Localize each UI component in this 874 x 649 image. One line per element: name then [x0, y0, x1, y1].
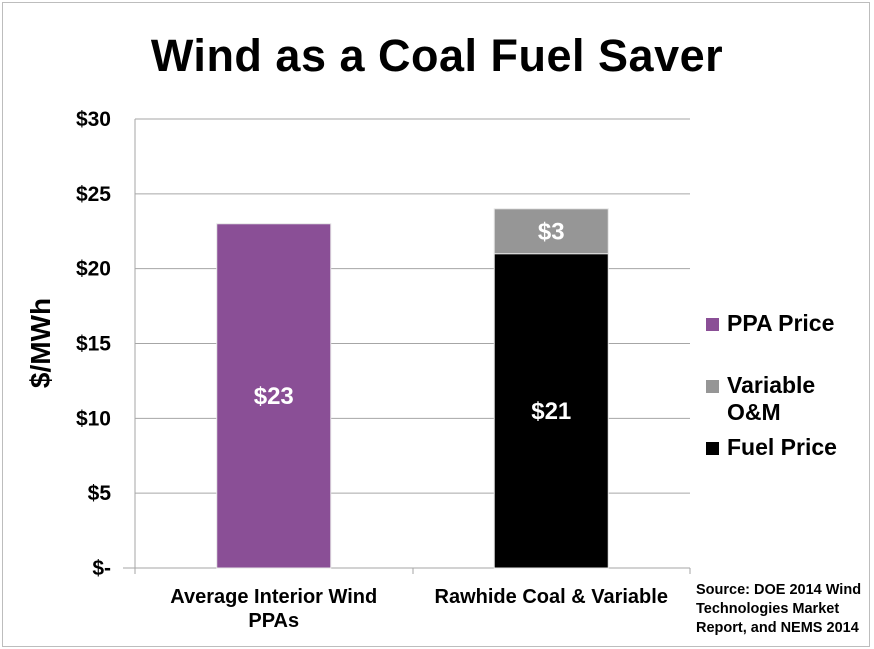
- legend-item-ppa-price: PPA Price: [706, 310, 857, 337]
- y-tick-label: $25: [76, 183, 111, 206]
- data-label: $23: [254, 383, 294, 410]
- y-axis-label: $/MWh: [25, 298, 56, 388]
- legend-swatch-ppa-price: [706, 318, 719, 331]
- legend-swatch-variable-om: [706, 380, 719, 393]
- y-tick-label: $15: [76, 333, 111, 356]
- bar-fuel-price: [493, 253, 609, 569]
- y-tick-label: $10: [76, 407, 111, 430]
- y-tick-label: $20: [76, 258, 111, 281]
- legend-item-fuel-price: Fuel Price: [706, 434, 857, 461]
- legend-label-variable-om: Variable O&M: [727, 372, 816, 425]
- legend-swatch-fuel-price: [706, 442, 719, 455]
- x-category-label: Average Interior Wind PPAs: [170, 586, 377, 632]
- data-label: $21: [531, 398, 571, 425]
- legend-label-ppa-price: PPA Price: [727, 310, 835, 336]
- legend-label-fuel-price: Fuel Price: [727, 434, 837, 460]
- source-note: Source: DOE 2014 Wind Technologies Marke…: [696, 582, 862, 636]
- bar-ppa-price: [216, 223, 332, 569]
- bar-variable-o-m: [493, 208, 609, 255]
- y-tick-label: $30: [76, 108, 111, 131]
- data-label: $3: [538, 218, 565, 245]
- x-category-label: Rawhide Coal & Variable: [435, 586, 668, 608]
- y-tick-label: $-: [92, 557, 111, 580]
- chart-title: Wind as a Coal Fuel Saver: [150, 30, 724, 81]
- legend-item-variable-om: Variable O&M: [706, 372, 857, 426]
- y-tick-label: $5: [88, 482, 112, 505]
